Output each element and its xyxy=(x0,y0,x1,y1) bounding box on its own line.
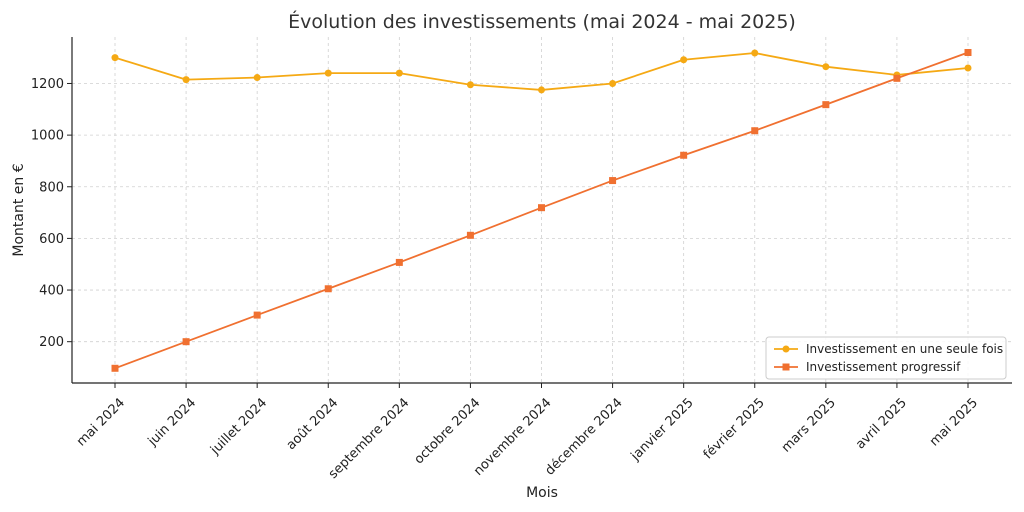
data-point xyxy=(253,74,261,82)
data-point xyxy=(609,177,617,185)
x-tick-label: mai 2024 xyxy=(74,395,128,449)
x-axis-ticks: mai 2024 juin 2024 juillet 2024 août 2024se… xyxy=(74,383,981,482)
data-point xyxy=(964,64,972,72)
legend-box xyxy=(765,336,1007,380)
data-point xyxy=(538,86,545,94)
data-point xyxy=(822,63,830,71)
data-point xyxy=(182,338,190,346)
data-point xyxy=(324,285,332,293)
x-tick-label: décembre 2024 xyxy=(542,395,625,478)
y-tick-label: 800 xyxy=(39,180,64,195)
data-point xyxy=(964,48,972,56)
legend-marker-2 xyxy=(782,363,790,371)
data-point xyxy=(324,69,332,77)
data-point xyxy=(253,311,261,319)
legend-label-1: Investissement en une seule fois xyxy=(806,342,1003,356)
data-point xyxy=(395,258,403,266)
data-point xyxy=(395,69,403,77)
series-line-1 xyxy=(114,52,969,91)
data-point xyxy=(680,151,688,159)
y-tick-label: 1200 xyxy=(31,77,64,92)
legend-marker-1 xyxy=(782,345,790,353)
x-axis-label: Mois xyxy=(526,485,558,501)
x-tick-label: juin 2024 xyxy=(145,395,199,449)
data-point xyxy=(466,231,474,239)
y-tick-label: 400 xyxy=(39,284,64,299)
x-tick-label: février 2025 xyxy=(701,395,768,462)
data-point xyxy=(182,76,190,84)
x-tick-label: août 2024 xyxy=(284,395,342,453)
x-tick-label: octobre 2024 xyxy=(412,395,484,467)
data-point xyxy=(538,204,545,212)
data-point xyxy=(822,101,830,109)
grid xyxy=(72,37,1012,383)
series-markers xyxy=(111,48,972,372)
data-point xyxy=(680,56,688,64)
data-point xyxy=(111,364,119,372)
data-point xyxy=(893,74,901,82)
data-point xyxy=(751,127,759,135)
x-tick-label: mai 2025 xyxy=(927,395,981,449)
data-point xyxy=(751,49,759,57)
x-tick-label: novembre 2024 xyxy=(471,395,554,478)
y-tick-label: 1000 xyxy=(31,129,64,144)
data-point xyxy=(466,81,474,89)
legend-label-2: Investissement progressif xyxy=(806,360,961,374)
data-point xyxy=(609,79,617,87)
x-tick-label: mars 2025 xyxy=(779,395,839,455)
y-tick-label: 200 xyxy=(39,335,64,350)
x-tick-label: janvier 2025 xyxy=(628,395,697,464)
x-tick-label: avril 2025 xyxy=(853,395,910,452)
chart-title: Évolution des investissements (mai 2024 … xyxy=(288,10,796,33)
y-axis-ticks: 200 400 600 800 1000 1200 xyxy=(31,77,72,350)
y-tick-label: 600 xyxy=(39,232,64,247)
x-tick-label: juillet 2024 xyxy=(207,395,270,458)
data-point xyxy=(111,54,119,62)
y-axis-label: Montant en € xyxy=(11,163,27,256)
legend: Investissement en une seule fois Investis… xyxy=(765,336,1007,380)
